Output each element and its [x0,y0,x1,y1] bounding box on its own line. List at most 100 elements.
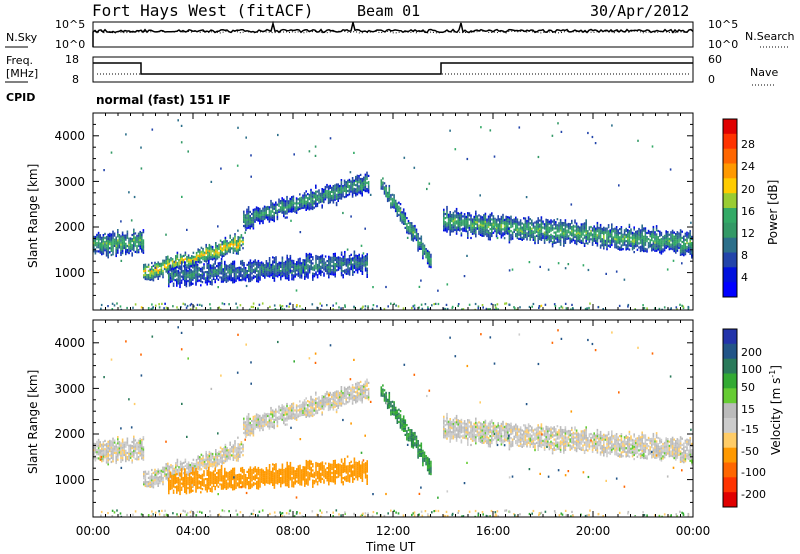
power-cell-seg5 [622,233,624,236]
power-cell-seg3 [217,270,220,273]
power-cell-seg3 [249,261,252,264]
velocity-cell-seg1 [151,477,153,480]
power-cell-seg5 [454,224,456,227]
power-cell-seg4 [391,199,394,202]
power-cell-seg5 [449,225,451,228]
power-cell-seg5 [654,231,656,234]
power-cell-seg3 [273,257,276,260]
power-cell-seg2 [332,189,335,192]
power-cell-seg3 [200,278,202,281]
power-cell-seg3 [307,272,309,275]
power-cell-seg0 [120,249,122,252]
velocity-cell-seg1 [167,479,169,482]
power-cell-seg5 [590,225,592,229]
velocity-cell-seg1 [144,482,147,486]
power-cell-seg5 [551,228,554,231]
power-cell-seg2 [275,211,277,214]
power-cell-seg3 [331,260,333,263]
power-cell-seg4 [422,257,424,260]
power-cell-noise [485,307,488,310]
velocity-cell-seg0 [112,458,114,461]
power-cell-scatter [180,124,183,127]
power-cell-seg2 [268,218,271,221]
power-cell-seg5 [606,239,608,243]
power-cell-seg5 [583,242,586,245]
velocity-cell-seg0 [109,443,111,447]
power-cell-seg5 [579,228,581,231]
power-cell-seg4 [412,227,415,230]
power-cell-seg5 [495,233,498,236]
power-cell-seg2 [345,189,347,192]
power-cell-seg2 [313,194,315,197]
power-cell-seg5 [457,224,459,227]
power-cell-seg3 [192,270,194,273]
power-cell-seg2 [337,193,339,196]
power-cell-seg5 [531,221,533,224]
power-cell-seg5 [486,220,488,223]
power-cell-seg5 [623,237,626,240]
power-cell-seg5 [582,223,584,226]
power-cell-seg2 [366,175,368,178]
power-cell-seg2 [324,190,327,193]
power-cell-seg3 [174,268,176,272]
power-cell-seg3 [268,263,271,266]
velocity-cell-seg0 [115,457,117,460]
power-cell-seg1 [210,251,212,254]
power-cell-noise [554,305,557,308]
velocity-cell-seg0 [131,451,133,454]
velocity-cell-seg0 [117,438,119,441]
power-cell-seg3 [220,280,223,283]
power-cell-seg5 [539,223,541,226]
power-cell-seg3 [340,259,343,262]
power-cell-seg5 [457,226,459,229]
power-cell-seg5 [447,215,450,218]
power-cell-seg2 [284,206,287,209]
velocity-cell-seg1 [203,462,206,465]
power-cell-seg5 [620,230,623,233]
power-cell-seg3 [176,278,178,281]
power-cell-seg5 [579,240,581,243]
power-cell-seg3 [228,274,231,277]
power-cell-seg5 [667,239,669,242]
velocity-cell-seg0 [125,453,127,456]
power-cell-seg2 [321,204,323,207]
power-cell-seg3 [272,276,274,279]
power-cell-seg5 [614,239,616,243]
power-cell-seg0 [126,244,129,248]
power-cell-seg5 [486,218,488,221]
power-cell-seg1 [219,239,222,242]
power-cell-seg3 [211,266,213,269]
power-cell-seg1 [157,265,159,268]
power-cell-seg3 [208,272,210,275]
velocity-cell-seg1 [195,460,198,464]
power-cell-seg3 [185,266,188,269]
power-cell-seg5 [550,233,552,236]
power-cell-seg3 [360,257,362,260]
power-cell-seg3 [212,275,215,278]
power-cell-seg3 [318,260,320,263]
power-cell-seg5 [510,221,512,224]
power-cell-seg1 [213,253,215,256]
power-cell-scatter [329,137,332,140]
power-cell-seg3 [227,271,229,274]
velocity-cell-seg1 [207,458,209,461]
velocity-cell-seg0 [96,444,98,448]
power-cell-seg5 [614,242,616,245]
power-cell-seg5 [444,229,447,232]
power-cell-seg5 [659,243,661,246]
power-cell-seg4 [417,243,419,246]
power-cell-seg5 [620,246,623,249]
power-cell-seg3 [340,253,343,256]
power-cell-seg2 [268,216,271,219]
power-cell-seg3 [342,274,344,277]
power-cell-seg1 [205,252,207,255]
power-cell-seg2 [329,197,331,200]
power-cell-seg3 [288,278,290,281]
power-cell-seg3 [331,264,333,268]
power-cell-seg3 [340,251,343,254]
power-cell-seg0 [101,251,103,254]
power-cell-seg0 [97,238,100,241]
power-cell-seg3 [225,274,228,277]
velocity-cell-seg0 [134,443,137,446]
power-cell-seg5 [683,247,685,251]
